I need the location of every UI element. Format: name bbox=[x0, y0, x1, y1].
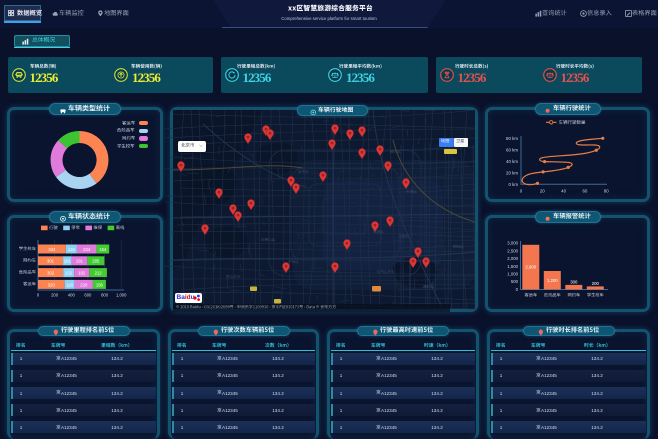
svg-text:301: 301 bbox=[47, 259, 55, 264]
svg-text:200: 200 bbox=[592, 281, 600, 286]
svg-text:20: 20 bbox=[540, 189, 545, 194]
svg-text:1,200: 1,200 bbox=[547, 278, 558, 283]
svg-text:80: 80 bbox=[604, 189, 609, 194]
svg-text:101: 101 bbox=[64, 259, 72, 264]
svg-text:600: 600 bbox=[84, 293, 92, 298]
svg-text:3,000: 3,000 bbox=[507, 241, 518, 246]
svg-text:120: 120 bbox=[66, 282, 74, 287]
svg-text:154: 154 bbox=[99, 247, 107, 252]
svg-text:2,000: 2,000 bbox=[507, 256, 518, 261]
svg-text:200: 200 bbox=[51, 293, 59, 298]
svg-text:2,900: 2,900 bbox=[525, 265, 536, 270]
svg-text:80 km: 80 km bbox=[506, 136, 518, 141]
svg-text:40 km: 40 km bbox=[506, 159, 518, 164]
svg-text:500: 500 bbox=[511, 279, 519, 284]
svg-text:205: 205 bbox=[92, 259, 100, 264]
svg-text:0: 0 bbox=[516, 287, 519, 292]
svg-text:60: 60 bbox=[582, 189, 587, 194]
svg-text:300: 300 bbox=[570, 279, 578, 284]
svg-text:20 km: 20 km bbox=[506, 171, 518, 176]
svg-text:220: 220 bbox=[80, 282, 88, 287]
svg-text:2,500: 2,500 bbox=[507, 248, 518, 253]
svg-text:1,000: 1,000 bbox=[116, 293, 127, 298]
svg-text:0 km: 0 km bbox=[508, 182, 518, 187]
svg-text:1,500: 1,500 bbox=[507, 264, 518, 269]
svg-text:40: 40 bbox=[561, 189, 566, 194]
svg-text:334: 334 bbox=[48, 247, 56, 252]
svg-text:234: 234 bbox=[83, 247, 91, 252]
svg-text:800: 800 bbox=[101, 293, 109, 298]
svg-text:191: 191 bbox=[76, 259, 84, 264]
svg-text:60 km: 60 km bbox=[506, 148, 518, 153]
svg-text:400: 400 bbox=[68, 293, 76, 298]
svg-text:302: 302 bbox=[47, 271, 55, 276]
svg-text:0: 0 bbox=[37, 293, 40, 298]
svg-text:156: 156 bbox=[96, 282, 104, 287]
svg-text:134: 134 bbox=[68, 247, 76, 252]
svg-text:132: 132 bbox=[65, 271, 73, 276]
svg-text:212: 212 bbox=[95, 271, 103, 276]
svg-text:182: 182 bbox=[78, 271, 86, 276]
svg-text:1,000: 1,000 bbox=[507, 272, 518, 277]
svg-text:0: 0 bbox=[520, 189, 523, 194]
svg-text:320: 320 bbox=[48, 282, 56, 287]
